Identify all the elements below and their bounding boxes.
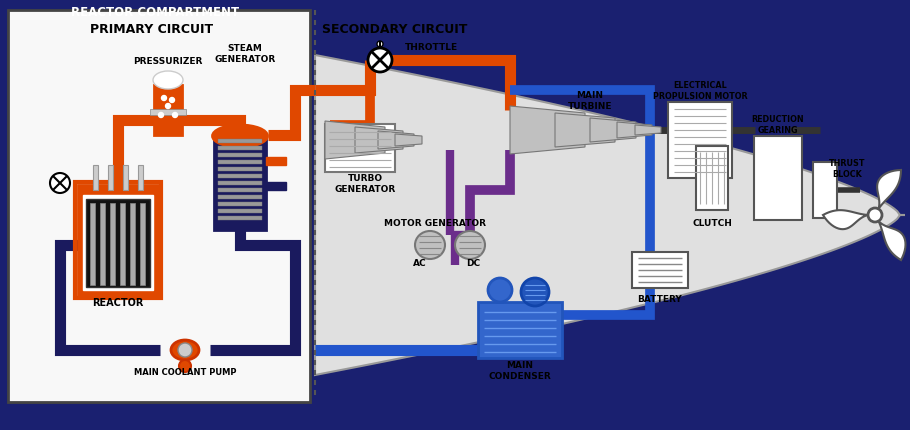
Text: REACTOR COMPARTMENT: REACTOR COMPARTMENT (71, 6, 239, 18)
Text: THRUST
BLOCK: THRUST BLOCK (829, 159, 865, 178)
Bar (218, 140, 262, 144)
Bar (218, 196, 262, 200)
Text: DC: DC (466, 258, 480, 267)
Bar (632, 252, 688, 289)
Bar (120, 203, 125, 286)
Bar (123, 166, 128, 190)
Circle shape (173, 113, 177, 118)
Circle shape (166, 104, 170, 109)
Polygon shape (395, 135, 422, 147)
Bar (218, 216, 262, 221)
Bar (214, 141, 266, 230)
Text: STEAM
GENERATOR: STEAM GENERATOR (215, 44, 276, 64)
Bar (696, 147, 728, 211)
Bar (218, 168, 262, 172)
Polygon shape (877, 171, 901, 209)
Bar (754, 137, 802, 221)
Text: REACTOR: REACTOR (92, 297, 144, 307)
Bar (266, 158, 286, 166)
Text: ELECTRICAL
PROPULSION MOTOR: ELECTRICAL PROPULSION MOTOR (652, 81, 747, 101)
Ellipse shape (455, 231, 485, 259)
Circle shape (521, 278, 549, 306)
Polygon shape (590, 119, 636, 143)
Bar (218, 161, 262, 165)
Circle shape (377, 42, 383, 48)
Bar (140, 203, 145, 286)
Bar (218, 189, 262, 193)
Circle shape (158, 113, 164, 118)
Polygon shape (878, 221, 905, 261)
Polygon shape (555, 114, 615, 147)
Bar (75, 183, 161, 298)
Bar (138, 166, 143, 190)
Polygon shape (823, 211, 868, 230)
Bar (813, 163, 837, 218)
Circle shape (50, 174, 70, 194)
Bar (108, 166, 113, 190)
Bar (218, 203, 262, 206)
Bar (668, 103, 732, 178)
Text: REDUCTION
GEARING: REDUCTION GEARING (752, 115, 804, 135)
Circle shape (169, 98, 175, 103)
Bar (86, 200, 150, 287)
Ellipse shape (415, 231, 445, 259)
Text: MAIN
TURBINE: MAIN TURBINE (568, 91, 612, 111)
Bar (93, 166, 98, 190)
Bar (154, 86, 182, 136)
Bar (478, 302, 562, 358)
Bar (130, 203, 135, 286)
Bar (83, 196, 153, 290)
Polygon shape (325, 122, 385, 160)
Bar (218, 175, 262, 178)
Text: MOTOR GENERATOR: MOTOR GENERATOR (384, 218, 486, 227)
Polygon shape (378, 132, 414, 150)
Bar (8, 11, 310, 402)
Circle shape (368, 49, 392, 73)
Bar (150, 110, 186, 116)
Bar (218, 147, 262, 150)
Ellipse shape (213, 126, 268, 147)
Text: MAIN COOLANT PUMP: MAIN COOLANT PUMP (134, 368, 237, 377)
Polygon shape (315, 56, 905, 375)
Circle shape (179, 360, 191, 372)
Bar (218, 154, 262, 158)
Ellipse shape (153, 72, 183, 90)
Bar (218, 181, 262, 186)
Circle shape (178, 343, 192, 357)
Bar (78, 186, 158, 295)
Text: SECONDARY CIRCUIT: SECONDARY CIRCUIT (322, 22, 468, 35)
Bar (266, 183, 286, 190)
Bar (218, 209, 262, 214)
Polygon shape (635, 126, 661, 136)
Text: THROTTLE: THROTTLE (405, 43, 458, 51)
Text: AC: AC (413, 258, 427, 267)
Bar (325, 125, 395, 172)
Text: CLUTCH: CLUTCH (693, 218, 732, 227)
Circle shape (161, 96, 167, 101)
Text: MAIN
CONDENSER: MAIN CONDENSER (489, 360, 551, 380)
Text: PRIMARY CIRCUIT: PRIMARY CIRCUIT (90, 22, 213, 35)
Polygon shape (617, 123, 652, 139)
Polygon shape (355, 128, 403, 154)
Text: BATTERY: BATTERY (638, 294, 682, 303)
Circle shape (488, 278, 512, 302)
Text: TURBO
GENERATOR: TURBO GENERATOR (334, 174, 396, 193)
Ellipse shape (171, 340, 199, 360)
Circle shape (868, 209, 882, 222)
Bar (110, 203, 115, 286)
Bar (90, 203, 95, 286)
Text: PRESSURIZER: PRESSURIZER (133, 56, 203, 65)
Polygon shape (510, 107, 585, 155)
Bar (100, 203, 105, 286)
